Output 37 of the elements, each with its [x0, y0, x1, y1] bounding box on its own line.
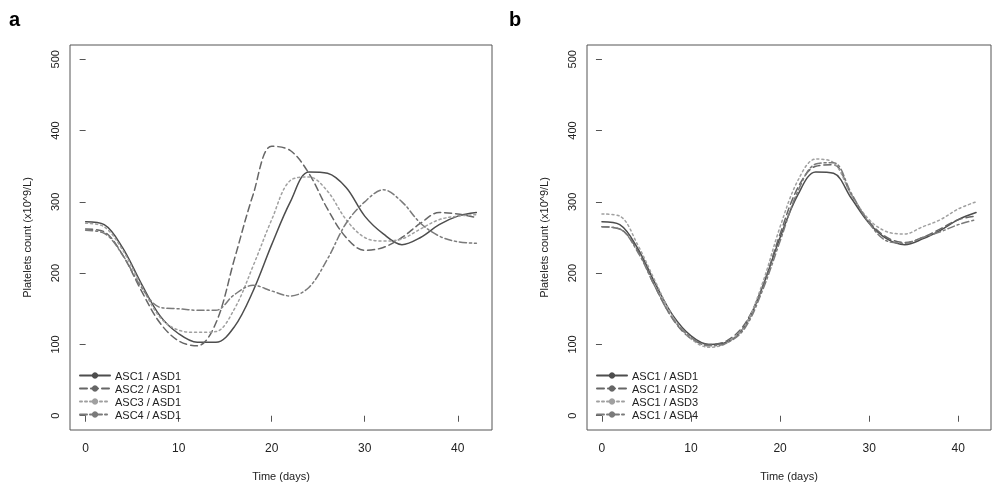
chart-title: b [509, 8, 522, 30]
legend-label: ASC3 / ASD1 [115, 395, 182, 408]
y-tick-label: 500 [48, 50, 61, 69]
x-axis-title: Time (days) [252, 469, 310, 482]
x-tick-label: 40 [951, 441, 966, 455]
legend-label: ASC1 / ASD1 [115, 369, 182, 382]
line-series [84, 188, 478, 311]
y-tick-label: 200 [565, 263, 578, 283]
legend-label: ASC1 / ASD2 [632, 382, 699, 395]
y-tick-label: 0 [48, 412, 61, 419]
y-tick-label: 300 [565, 192, 578, 212]
y-tick-label: 100 [48, 335, 61, 354]
y-tick-label: 0 [565, 412, 578, 419]
x-tick-label: 40 [451, 441, 465, 455]
y-tick-label: 200 [48, 263, 61, 283]
y-tick-label: 100 [565, 335, 578, 354]
x-axis-title: Time (days) [760, 469, 818, 482]
x-tick-label: 10 [171, 441, 186, 455]
x-tick-label: 10 [684, 441, 699, 455]
y-axis-title: Platelets count (x10^9/L) [537, 177, 550, 298]
legend-label: ASC1 / ASD3 [632, 395, 699, 408]
x-tick-label: 20 [265, 441, 279, 455]
chart-title: a [9, 8, 21, 30]
legend-label: ASC1 / ASD4 [632, 408, 699, 421]
y-axis-title: Platelets count (x10^9/L) [20, 177, 33, 298]
x-tick-label: 30 [358, 441, 372, 455]
x-tick-label: 0 [598, 441, 606, 455]
x-tick-label: 0 [82, 441, 90, 455]
y-tick-label: 400 [565, 121, 578, 140]
legend-label: ASC4 / ASD1 [115, 408, 182, 421]
y-tick-label: 400 [48, 121, 61, 140]
legend-label: ASC1 / ASD1 [632, 369, 699, 382]
legend-label: ASC2 / ASD1 [115, 382, 182, 395]
x-tick-label: 20 [773, 441, 788, 455]
y-tick-label: 500 [565, 50, 578, 69]
y-tick-label: 300 [48, 192, 61, 212]
x-tick-label: 30 [862, 441, 877, 455]
